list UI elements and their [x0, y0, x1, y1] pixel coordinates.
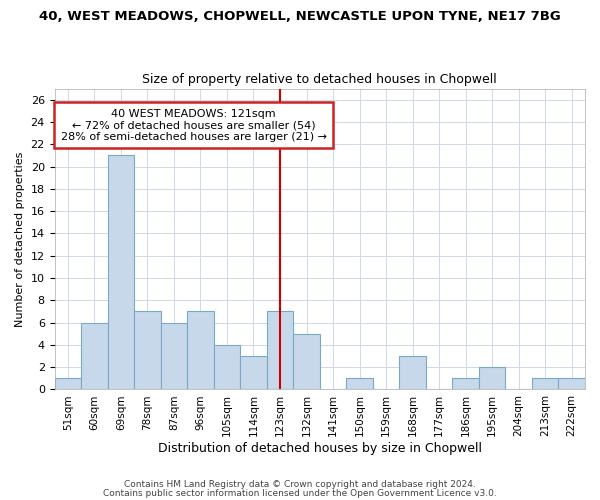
X-axis label: Distribution of detached houses by size in Chopwell: Distribution of detached houses by size … — [158, 442, 482, 455]
Title: Size of property relative to detached houses in Chopwell: Size of property relative to detached ho… — [142, 73, 497, 86]
Bar — [187, 312, 214, 390]
Bar — [400, 356, 426, 390]
Bar — [55, 378, 81, 390]
Bar — [479, 367, 505, 390]
Bar — [161, 322, 187, 390]
Bar — [559, 378, 585, 390]
Bar — [452, 378, 479, 390]
Bar — [346, 378, 373, 390]
Text: 40 WEST MEADOWS: 121sqm
← 72% of detached houses are smaller (54)
28% of semi-de: 40 WEST MEADOWS: 121sqm ← 72% of detache… — [61, 108, 327, 142]
Text: 40, WEST MEADOWS, CHOPWELL, NEWCASTLE UPON TYNE, NE17 7BG: 40, WEST MEADOWS, CHOPWELL, NEWCASTLE UP… — [39, 10, 561, 23]
Bar — [134, 312, 161, 390]
Y-axis label: Number of detached properties: Number of detached properties — [15, 152, 25, 326]
Text: Contains public sector information licensed under the Open Government Licence v3: Contains public sector information licen… — [103, 489, 497, 498]
Bar — [293, 334, 320, 390]
Bar — [267, 312, 293, 390]
Bar — [214, 345, 240, 390]
Bar — [532, 378, 559, 390]
Bar — [240, 356, 267, 390]
Text: Contains HM Land Registry data © Crown copyright and database right 2024.: Contains HM Land Registry data © Crown c… — [124, 480, 476, 489]
Bar — [81, 322, 107, 390]
Bar — [107, 156, 134, 390]
